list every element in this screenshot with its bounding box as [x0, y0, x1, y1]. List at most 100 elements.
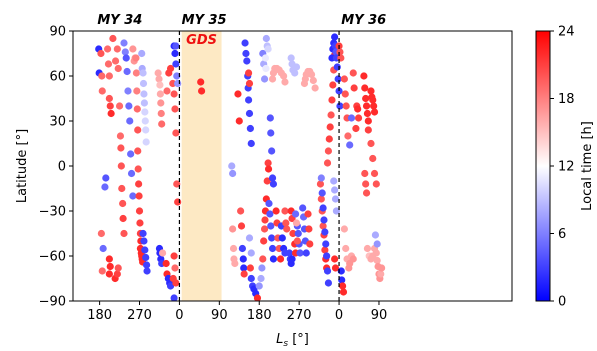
data-point	[118, 184, 126, 193]
data-point	[111, 57, 120, 65]
data-point	[317, 174, 325, 182]
y-tick-label: 30	[49, 115, 66, 130]
data-point	[331, 186, 339, 194]
data-point	[133, 87, 141, 95]
data-point	[253, 294, 262, 301]
data-point	[170, 252, 178, 260]
dust-storm-band	[181, 31, 222, 301]
data-point	[105, 72, 113, 80]
data-point	[172, 42, 180, 50]
data-point	[237, 207, 245, 215]
data-point	[294, 229, 302, 238]
data-point	[172, 129, 180, 137]
data-point	[102, 174, 110, 182]
colorbar-tick-label: 18	[558, 92, 575, 107]
data-point	[329, 81, 337, 89]
data-point	[129, 45, 137, 53]
data-point	[116, 132, 125, 140]
data-point	[98, 267, 106, 275]
data-point	[140, 90, 148, 98]
data-point	[268, 147, 276, 155]
data-point	[371, 231, 380, 239]
data-point	[158, 249, 167, 257]
data-point	[140, 237, 148, 245]
data-point	[289, 229, 297, 238]
data-point	[349, 69, 357, 77]
data-point	[245, 234, 254, 242]
data-point	[113, 270, 121, 278]
data-point	[162, 259, 170, 268]
data-point	[117, 144, 125, 152]
data-point	[139, 229, 147, 238]
data-point	[127, 150, 135, 158]
data-point	[266, 114, 274, 122]
data-point	[235, 117, 243, 125]
data-point	[346, 141, 354, 149]
data-point	[322, 240, 330, 248]
data-point	[285, 249, 293, 257]
data-point	[363, 244, 372, 253]
data-point	[255, 282, 263, 290]
data-point	[370, 169, 379, 178]
data-point	[135, 207, 144, 215]
data-point	[154, 69, 162, 77]
data-point	[323, 252, 331, 260]
data-point	[239, 255, 247, 263]
y-tick-label: 0	[58, 160, 66, 175]
data-point	[105, 94, 113, 103]
data-point	[283, 225, 291, 233]
data-point	[257, 274, 265, 283]
data-point	[170, 294, 178, 301]
data-point	[98, 87, 106, 95]
data-point	[135, 180, 143, 188]
data-point	[369, 154, 377, 163]
data-point	[141, 117, 149, 125]
data-point	[231, 259, 239, 268]
data-point	[324, 279, 333, 287]
data-point	[361, 169, 369, 178]
colorbar-tick-label: 0	[558, 295, 566, 310]
x-tick-label: 0	[335, 308, 343, 323]
data-point	[337, 54, 345, 62]
data-point	[156, 90, 164, 98]
data-point	[264, 159, 272, 167]
data-point	[264, 165, 273, 173]
data-point	[306, 240, 314, 248]
data-point	[292, 210, 300, 218]
x-axis-label: Ls [°]	[276, 332, 309, 347]
data-point	[228, 162, 236, 170]
data-point	[339, 282, 347, 290]
data-point	[331, 33, 339, 41]
year-label: MY 36	[341, 13, 386, 28]
data-point	[246, 264, 254, 272]
data-point	[354, 114, 363, 122]
data-point	[319, 204, 327, 212]
data-point	[156, 81, 164, 89]
data-point	[325, 135, 333, 143]
data-point	[323, 159, 332, 167]
data-point	[134, 147, 142, 155]
data-point	[247, 274, 255, 283]
data-point	[121, 48, 129, 56]
data-point	[229, 225, 237, 233]
data-point	[229, 169, 237, 178]
data-point	[269, 255, 278, 263]
data-point	[332, 207, 340, 215]
data-point	[133, 105, 141, 113]
data-point	[373, 240, 381, 248]
data-point	[363, 109, 372, 118]
y-tick-label: −60	[39, 250, 66, 265]
data-point	[142, 126, 150, 134]
data-point	[319, 222, 327, 230]
data-point	[362, 102, 371, 110]
y-tick-label: −30	[39, 205, 66, 220]
x-tick-label: 180	[247, 308, 272, 323]
data-point	[288, 255, 296, 263]
data-point	[267, 129, 275, 137]
data-point	[158, 120, 166, 128]
data-point	[259, 255, 267, 263]
data-point	[246, 124, 254, 133]
data-point	[321, 246, 329, 254]
data-point	[260, 75, 269, 83]
data-point	[260, 225, 269, 233]
